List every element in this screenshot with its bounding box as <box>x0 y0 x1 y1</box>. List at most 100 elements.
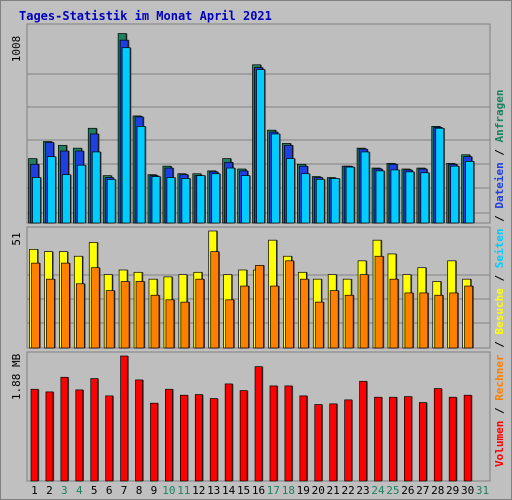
seiten-bar <box>315 179 325 224</box>
x-tick-label: 9 <box>151 484 158 497</box>
rechner-bar <box>344 294 354 349</box>
seiten-bar <box>166 177 176 224</box>
volumen-bar <box>374 396 382 482</box>
y-scale-label: 1008 <box>10 36 23 63</box>
volumen-bar <box>75 389 84 482</box>
x-tick-label: 23 <box>356 484 369 497</box>
rechner-bar <box>419 292 429 349</box>
volumen-bar <box>150 402 158 482</box>
rechner-bar <box>195 278 205 349</box>
legend-entry: / <box>493 268 506 288</box>
x-tick-label: 12 <box>192 484 205 497</box>
volumen-bar <box>299 395 308 482</box>
seiten-bar <box>151 176 161 224</box>
x-tick-label: 10 <box>162 484 175 497</box>
seiten-bar <box>47 156 56 224</box>
chart-title: Tages-Statistik im Monat April 2021 <box>19 9 272 23</box>
x-tick-label: 18 <box>282 484 295 497</box>
x-tick-label: 3 <box>61 484 68 497</box>
seiten-bar <box>62 174 71 224</box>
legend-entry: Rechner <box>493 354 506 401</box>
volumen-bar <box>433 388 442 482</box>
volumen-bar <box>463 394 472 482</box>
rechner-bar <box>449 292 459 349</box>
rechner-bar <box>90 267 100 349</box>
x-tick-label: 20 <box>312 484 325 497</box>
rechner-bar <box>225 299 235 349</box>
rechner-bar <box>299 278 309 349</box>
legend-entry: / <box>493 335 506 355</box>
seiten-bar <box>465 161 474 224</box>
x-tick-label: 7 <box>121 484 128 497</box>
rechner-bar <box>31 262 40 349</box>
volumen-bar <box>329 403 338 482</box>
legend-entry: / <box>493 209 506 229</box>
rechner-bar <box>329 290 339 349</box>
side-legend: Volumen / Rechner / Besuche / Seiten / D… <box>493 89 506 467</box>
volumen-bar <box>45 391 54 482</box>
x-tick-label: 21 <box>327 484 340 497</box>
x-tick-label: 14 <box>222 484 236 497</box>
x-tick-label: 4 <box>76 484 83 497</box>
volumen-bar <box>120 355 128 482</box>
volumen-bar <box>359 380 367 482</box>
rechner-bar <box>434 294 444 349</box>
x-tick-label: 11 <box>177 484 190 497</box>
seiten-bar <box>330 178 340 224</box>
volumen-bar <box>105 395 114 482</box>
x-tick-label: 30 <box>461 484 474 497</box>
volumen-bar <box>418 402 427 482</box>
seiten-bar <box>450 165 460 224</box>
seiten-bar <box>32 177 41 224</box>
seiten-bar <box>405 171 415 224</box>
seiten-bar <box>226 167 236 224</box>
rechner-bar <box>150 294 160 349</box>
rechner-bar <box>240 285 249 349</box>
seiten-bar <box>76 164 86 224</box>
volumen-bar <box>90 378 99 482</box>
x-tick-label: 6 <box>106 484 113 497</box>
seiten-bar <box>91 151 101 224</box>
x-tick-label: 1 <box>31 484 38 497</box>
x-tick-label: 15 <box>237 484 250 497</box>
x-tick-label: 16 <box>252 484 265 497</box>
rechner-bar <box>359 274 369 349</box>
rechner-bar <box>389 278 399 349</box>
x-tick-label: 28 <box>431 484 444 497</box>
x-tick-label: 26 <box>401 484 414 497</box>
rechner-bar <box>120 281 130 349</box>
rechner-bar <box>374 255 384 349</box>
seiten-bar <box>286 158 295 224</box>
y-scale-label: 51 <box>10 232 23 245</box>
x-tick-label: 17 <box>267 484 280 497</box>
rechner-bar <box>255 265 264 349</box>
seiten-bar <box>211 173 221 224</box>
seiten-bar <box>121 47 131 224</box>
rechner-bar <box>135 281 145 349</box>
seiten-bar <box>181 178 191 224</box>
seiten-bar <box>375 170 385 224</box>
legend-entry: / <box>493 142 506 162</box>
volumen-bar <box>224 383 233 482</box>
legend-entry: Volumen <box>493 421 506 467</box>
volumen-bar <box>30 388 39 482</box>
x-tick-label: 13 <box>207 484 220 497</box>
rechner-bar <box>270 285 279 349</box>
volumen-bar <box>314 404 323 482</box>
legend-entry: Seiten <box>493 229 506 269</box>
rechner-bar <box>285 260 294 349</box>
seiten-bar <box>196 175 206 224</box>
volumen-bar <box>194 394 203 482</box>
volumen-bar <box>60 376 69 482</box>
volumen-bar <box>284 385 293 482</box>
volumen-bar <box>404 396 412 482</box>
seiten-bar <box>241 175 250 224</box>
y-scale-label: 1.88 MB <box>10 353 23 400</box>
seiten-bar <box>420 172 430 224</box>
x-tick-label: 29 <box>446 484 459 497</box>
legend-entry: Dateien <box>493 162 506 208</box>
rechner-bar <box>404 292 414 349</box>
volumen-bar <box>180 394 188 482</box>
rechner-bar <box>105 290 115 349</box>
